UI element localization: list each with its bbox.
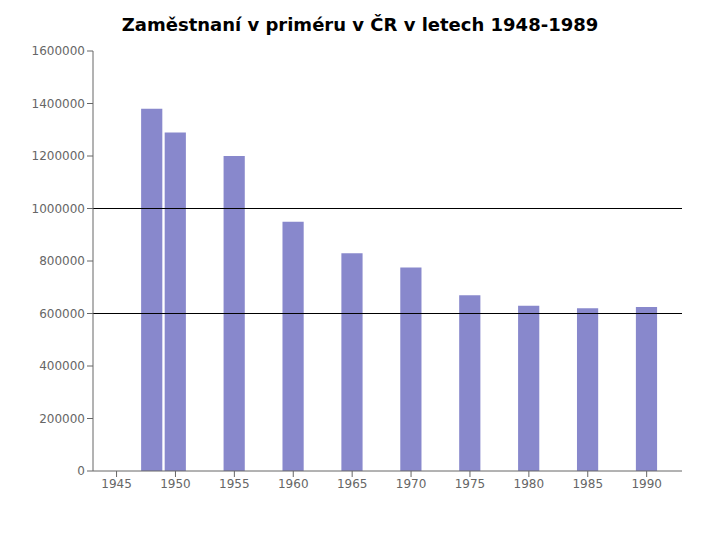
svg-text:1200000: 1200000 — [32, 149, 85, 163]
svg-text:1990: 1990 — [631, 477, 662, 491]
html-text:Zaměstnaní v priméru v ČR v le: Zaměstnaní v priméru v ČR v letech 1948-… — [121, 14, 599, 35]
svg-text:1600000: 1600000 — [32, 44, 85, 58]
svg-text:1950: 1950 — [160, 477, 191, 491]
svg-text:1400000: 1400000 — [32, 97, 85, 111]
svg-text:200000: 200000 — [39, 412, 85, 426]
svg-text:800000: 800000 — [39, 254, 85, 268]
svg-text:1980: 1980 — [514, 477, 545, 491]
svg-text:1955: 1955 — [219, 477, 250, 491]
svg-text:1970: 1970 — [396, 477, 427, 491]
svg-text:400000: 400000 — [39, 359, 85, 373]
svg-text:1945: 1945 — [101, 477, 132, 491]
svg-text:1960: 1960 — [278, 477, 309, 491]
svg-text:1965: 1965 — [337, 477, 368, 491]
svg-text:1000000: 1000000 — [32, 202, 85, 216]
svg-text:1975: 1975 — [455, 477, 486, 491]
svg-text:600000: 600000 — [39, 307, 85, 321]
svg-text:0: 0 — [77, 464, 85, 478]
svg-text:1985: 1985 — [572, 477, 603, 491]
